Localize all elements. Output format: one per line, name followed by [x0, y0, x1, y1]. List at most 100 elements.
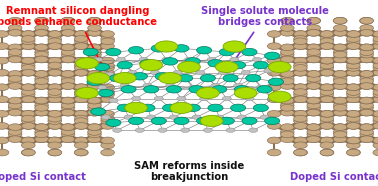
Circle shape: [347, 91, 360, 98]
Circle shape: [280, 56, 294, 63]
Circle shape: [101, 65, 115, 71]
Circle shape: [35, 131, 48, 138]
Circle shape: [294, 110, 307, 117]
Circle shape: [359, 29, 373, 36]
Circle shape: [163, 58, 178, 65]
Circle shape: [307, 56, 320, 63]
Circle shape: [61, 44, 74, 51]
Circle shape: [268, 91, 291, 102]
Circle shape: [88, 109, 101, 116]
Circle shape: [101, 115, 110, 119]
Circle shape: [197, 117, 212, 125]
Circle shape: [320, 84, 334, 91]
Circle shape: [360, 105, 373, 111]
Circle shape: [22, 110, 35, 117]
Circle shape: [307, 29, 320, 36]
Circle shape: [74, 118, 88, 124]
Circle shape: [280, 102, 294, 109]
Circle shape: [320, 31, 334, 37]
Circle shape: [294, 84, 307, 91]
Circle shape: [294, 69, 307, 76]
Circle shape: [188, 85, 197, 90]
Circle shape: [307, 131, 321, 138]
Circle shape: [0, 110, 9, 117]
Circle shape: [61, 70, 74, 77]
Circle shape: [94, 57, 103, 62]
Circle shape: [360, 51, 373, 58]
Circle shape: [8, 25, 22, 31]
Circle shape: [22, 57, 35, 64]
Circle shape: [359, 97, 373, 104]
Circle shape: [48, 91, 62, 98]
Circle shape: [87, 124, 101, 131]
Circle shape: [61, 136, 75, 142]
Circle shape: [333, 44, 347, 51]
Circle shape: [61, 136, 74, 142]
Circle shape: [8, 136, 22, 142]
Circle shape: [373, 96, 378, 103]
Circle shape: [294, 96, 307, 103]
Circle shape: [61, 29, 75, 36]
Circle shape: [87, 17, 101, 24]
Circle shape: [61, 29, 74, 36]
Circle shape: [101, 38, 115, 45]
Circle shape: [360, 131, 373, 138]
Circle shape: [22, 57, 35, 64]
Circle shape: [48, 115, 62, 122]
Circle shape: [61, 56, 75, 63]
Circle shape: [373, 84, 378, 91]
Circle shape: [231, 61, 246, 69]
Circle shape: [280, 124, 294, 131]
Circle shape: [226, 128, 235, 132]
Circle shape: [294, 65, 307, 71]
Circle shape: [219, 48, 234, 56]
Circle shape: [147, 115, 156, 119]
Circle shape: [8, 105, 22, 111]
Circle shape: [22, 110, 35, 117]
Circle shape: [360, 49, 373, 55]
Circle shape: [333, 102, 347, 109]
Circle shape: [113, 73, 136, 84]
Circle shape: [0, 84, 9, 91]
Circle shape: [253, 57, 262, 62]
Circle shape: [320, 43, 334, 49]
Circle shape: [74, 69, 88, 76]
Circle shape: [360, 25, 373, 31]
Circle shape: [307, 136, 321, 142]
Circle shape: [242, 117, 257, 125]
Circle shape: [8, 102, 22, 109]
Circle shape: [35, 83, 48, 89]
Circle shape: [88, 17, 101, 24]
Circle shape: [333, 56, 347, 63]
Circle shape: [74, 115, 88, 122]
Circle shape: [267, 149, 281, 156]
Circle shape: [22, 69, 35, 76]
Circle shape: [267, 43, 281, 49]
Circle shape: [359, 109, 373, 116]
Circle shape: [173, 70, 182, 75]
Circle shape: [347, 31, 360, 37]
Circle shape: [320, 69, 334, 76]
Circle shape: [320, 89, 334, 95]
Circle shape: [333, 129, 347, 135]
Circle shape: [35, 78, 48, 84]
Circle shape: [347, 137, 360, 144]
Circle shape: [294, 62, 307, 69]
Circle shape: [61, 102, 75, 109]
Circle shape: [74, 43, 88, 49]
Circle shape: [294, 149, 307, 156]
Circle shape: [34, 44, 48, 51]
Circle shape: [61, 109, 74, 116]
Circle shape: [155, 41, 178, 52]
Circle shape: [267, 31, 281, 37]
Circle shape: [267, 57, 281, 64]
Circle shape: [359, 17, 373, 24]
Circle shape: [307, 56, 321, 63]
Circle shape: [48, 149, 62, 156]
Circle shape: [234, 83, 243, 88]
Circle shape: [360, 70, 373, 77]
Circle shape: [320, 31, 334, 37]
Circle shape: [373, 115, 378, 122]
Circle shape: [333, 49, 347, 55]
Circle shape: [347, 89, 360, 95]
